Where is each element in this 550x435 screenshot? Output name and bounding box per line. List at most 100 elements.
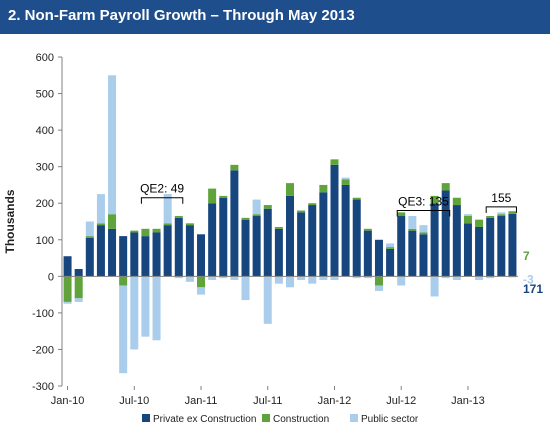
- bar-public: [119, 285, 128, 374]
- legend-swatch-construction: [262, 414, 270, 422]
- bar-public: [452, 276, 461, 280]
- bar-public: [85, 221, 94, 237]
- bar-construction: [408, 228, 417, 231]
- bar-public: [174, 276, 183, 279]
- bar-public: [219, 276, 228, 279]
- bar-private: [308, 205, 317, 277]
- bar-private: [252, 216, 261, 277]
- bar-public: [285, 276, 295, 288]
- bar-public: [308, 276, 317, 284]
- bar-private: [197, 234, 206, 277]
- bar-private: [152, 232, 161, 277]
- y-tick-label: 400: [36, 125, 54, 137]
- bar-construction: [330, 159, 339, 165]
- bar-public: [230, 276, 239, 280]
- bar-private: [486, 217, 495, 277]
- y-tick-label: 500: [36, 89, 54, 101]
- bar-construction: [475, 219, 484, 227]
- bar-construction: [263, 205, 272, 209]
- x-tick-label: Jan-11: [185, 395, 218, 407]
- bar-construction: [108, 214, 117, 229]
- legend-swatch-private: [142, 414, 150, 422]
- bar-public: [374, 285, 383, 291]
- bar-public: [108, 75, 117, 215]
- bar-construction: [341, 179, 350, 185]
- bar-public: [341, 177, 350, 180]
- bar-private: [508, 213, 517, 277]
- bar-private: [374, 239, 383, 277]
- bar-public: [297, 276, 306, 280]
- bar-private: [96, 225, 105, 277]
- bar-private: [441, 190, 450, 277]
- y-axis-title: Thousands: [3, 189, 17, 253]
- bar-construction: [508, 211, 517, 214]
- bar-construction: [174, 216, 183, 218]
- bar-private: [108, 228, 117, 277]
- bar-construction: [397, 212, 406, 217]
- bar-private: [208, 203, 217, 277]
- bar-private: [497, 216, 506, 277]
- bar-private: [341, 184, 350, 277]
- end-label-construction: 7: [523, 249, 530, 263]
- x-tick-label: Jul-11: [253, 395, 282, 407]
- bar-construction: [130, 230, 139, 233]
- bar-private: [363, 230, 372, 277]
- qe3-annotation-bracket: [396, 210, 451, 217]
- bar-construction: [74, 276, 83, 299]
- y-tick-label: 100: [36, 235, 54, 247]
- bar-private: [352, 199, 361, 277]
- bar-construction: [352, 197, 361, 200]
- bar-construction: [96, 223, 105, 226]
- bar-private: [163, 225, 172, 277]
- x-tick-label: Jul-10: [119, 395, 149, 407]
- bar-private: [230, 170, 239, 277]
- bar-construction: [297, 210, 306, 213]
- legend-label-construction: Construction: [273, 414, 329, 425]
- x-tick-label: Jul-12: [386, 395, 416, 407]
- bar-construction: [85, 236, 94, 238]
- bar-construction: [197, 276, 206, 288]
- y-tick-label: -300: [32, 381, 54, 393]
- bar-construction: [463, 216, 472, 224]
- legend-swatch-public: [350, 414, 358, 422]
- end-label-private: 171: [523, 282, 543, 296]
- bar-construction: [419, 232, 428, 235]
- bar-private: [74, 269, 83, 277]
- bar-private: [330, 164, 339, 277]
- bar-public: [319, 276, 328, 280]
- payroll-chart: -300 -200 -100 0 100 200 300 400 500 600 Thousands…: [3, 52, 543, 425]
- bar-construction: [386, 247, 395, 249]
- y-tick-label: 600: [36, 52, 54, 64]
- bar-private: [63, 256, 72, 277]
- bar-public: [408, 216, 417, 229]
- bar-construction: [152, 228, 161, 233]
- bar-private: [419, 234, 428, 277]
- bar-private: [241, 219, 250, 277]
- bar-private: [408, 230, 417, 277]
- bar-construction: [63, 276, 72, 302]
- bar-construction: [430, 195, 439, 204]
- bar-construction: [252, 214, 261, 217]
- bar-public: [486, 276, 495, 279]
- bar-public: [63, 301, 72, 304]
- bar-public: [463, 214, 472, 217]
- bar-private: [85, 237, 94, 277]
- bar-construction: [163, 223, 172, 226]
- bar-private: [274, 228, 283, 277]
- bar-private: [463, 223, 472, 277]
- qe3-annotation-label: QE3: 135: [398, 195, 449, 209]
- bar-public: [74, 298, 83, 302]
- bar-construction: [219, 195, 228, 198]
- bar-private: [430, 203, 439, 277]
- bar-private: [174, 217, 183, 277]
- bar-construction: [119, 276, 128, 286]
- bar-private: [452, 205, 461, 277]
- x-tick-label: Jan-12: [318, 395, 352, 407]
- y-tick-label: -200: [32, 344, 54, 356]
- bar-private: [285, 195, 295, 277]
- bar-construction: [241, 217, 250, 220]
- bar-public: [508, 276, 517, 278]
- bar-private: [263, 208, 272, 277]
- bar-construction: [486, 216, 495, 218]
- bar-construction: [230, 164, 239, 171]
